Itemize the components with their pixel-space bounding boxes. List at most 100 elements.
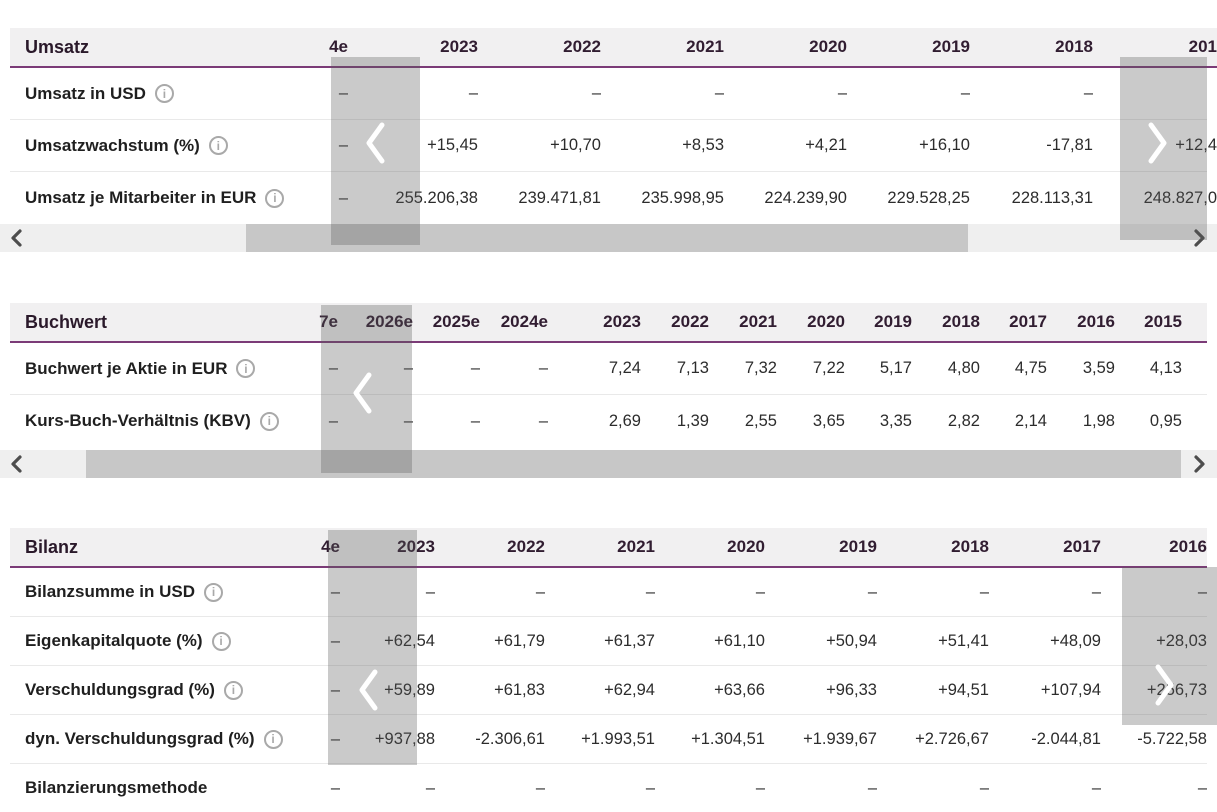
- year-header: 2022: [507, 537, 545, 556]
- year-header: 2021: [617, 537, 655, 556]
- value-cell: +10,70: [550, 136, 601, 154]
- value-cell: -5.722,58: [1137, 729, 1207, 748]
- value-cell: –: [645, 582, 655, 601]
- scroll-left-button[interactable]: [6, 450, 26, 478]
- table-bilanz: Bilanz 4e 2023 2022 2021 2020 2019 2018 2017 201…: [0, 528, 1217, 812]
- row-label-cell: dyn. Verschuldungsgrad (%) i: [10, 729, 312, 749]
- value-cell: +63,66: [714, 680, 765, 699]
- table-row: Umsatz in USD i – – – – – – –: [10, 68, 1207, 120]
- value-cell: –: [470, 359, 480, 377]
- year-header: 2018: [942, 312, 980, 331]
- value-cell: +94,51: [938, 680, 989, 699]
- value-cell: +16,10: [919, 136, 970, 154]
- scroll-left-button[interactable]: [6, 224, 26, 252]
- value-cell: +61,10: [714, 631, 765, 650]
- scroll-right-overlay[interactable]: [1122, 567, 1217, 725]
- value-cell: –: [338, 84, 348, 102]
- year-header: 2023: [397, 537, 435, 556]
- value-cell: –: [538, 411, 548, 430]
- year-header: 2018: [1055, 37, 1093, 56]
- value-cell: 7,13: [676, 359, 709, 377]
- info-icon[interactable]: i: [236, 359, 256, 378]
- value-cell: –: [330, 631, 340, 650]
- value-cell: –: [755, 778, 765, 797]
- value-cell: 0,95: [1149, 411, 1182, 430]
- value-cell: +2.726,67: [915, 729, 989, 748]
- value-cell: –: [330, 778, 340, 797]
- year-header: 4e: [321, 537, 340, 556]
- year-header: 2021: [739, 312, 777, 331]
- info-icon[interactable]: i: [259, 411, 279, 431]
- value-cell: 1,39: [676, 411, 709, 430]
- row-label-cell: Umsatzwachstum (%) i: [10, 136, 320, 156]
- info-icon[interactable]: i: [154, 84, 174, 103]
- value-cell: 4,75: [1014, 359, 1047, 377]
- value-cell: 2,69: [608, 411, 641, 430]
- value-cell: –: [714, 84, 724, 102]
- value-cell: +4,21: [805, 136, 847, 154]
- table-row: dyn. Verschuldungsgrad (%) i – +937,88 -2.30…: [10, 715, 1207, 764]
- value-cell: –: [535, 778, 545, 797]
- info-icon[interactable]: i: [263, 729, 283, 749]
- value-cell: +61,37: [604, 631, 655, 650]
- value-cell: +28,03: [1156, 631, 1207, 650]
- value-cell: +50,94: [826, 631, 877, 650]
- value-cell: –: [338, 188, 348, 207]
- value-cell: –: [538, 359, 548, 377]
- value-cell: 3,65: [812, 411, 845, 430]
- year-header: 2020: [807, 312, 845, 331]
- year-header: 2017: [1063, 537, 1101, 556]
- scroll-left-overlay[interactable]: [331, 57, 420, 245]
- info-icon[interactable]: i: [223, 680, 243, 700]
- value-cell: –: [338, 136, 348, 154]
- value-cell: –: [330, 680, 340, 699]
- horizontal-scrollbar[interactable]: [0, 224, 1217, 252]
- year-header: 2018: [951, 537, 989, 556]
- row-label-cell: Kurs-Buch-Verhältnis (KBV) i: [10, 411, 310, 431]
- scrollbar-thumb[interactable]: [86, 450, 1181, 478]
- table-title: Umsatz: [25, 36, 90, 57]
- info-icon[interactable]: i: [265, 188, 285, 208]
- value-cell: 224.239,90: [764, 188, 847, 207]
- scroll-right-button[interactable]: [1189, 224, 1209, 252]
- horizontal-scrollbar[interactable]: [0, 450, 1217, 478]
- scroll-right-button[interactable]: [1189, 450, 1209, 478]
- scrollbar-thumb[interactable]: [246, 224, 968, 252]
- value-cell: +8,53: [682, 136, 724, 154]
- year-header: 2024e: [500, 312, 548, 331]
- row-label-cell: Umsatz je Mitarbeiter in EUR i: [10, 188, 320, 208]
- scroll-right-overlay[interactable]: [1120, 57, 1207, 240]
- value-cell: +62,94: [604, 680, 655, 699]
- value-cell: –: [468, 84, 478, 102]
- row-label: dyn. Verschuldungsgrad (%): [25, 729, 255, 748]
- value-cell: –: [1197, 582, 1207, 601]
- scroll-left-overlay[interactable]: [328, 530, 417, 765]
- value-cell: +15,45: [427, 136, 478, 154]
- chevron-left-icon: [10, 455, 22, 473]
- row-label-cell: Verschuldungsgrad (%) i: [10, 680, 312, 700]
- table-buchwert: Buchwert 7e 2026e 2025e 2024e 2023 2022 2021 20…: [0, 303, 1217, 478]
- scroll-left-overlay[interactable]: [321, 305, 412, 473]
- chevron-right-icon: [1148, 122, 1167, 164]
- value-cell: +62,54: [384, 631, 435, 650]
- value-cell: 2,55: [744, 411, 777, 430]
- year-header: 2025e: [432, 312, 480, 331]
- year-header: 2023: [440, 37, 478, 56]
- value-cell: -2.044,81: [1031, 729, 1101, 748]
- value-cell: 4,80: [947, 359, 980, 377]
- info-icon[interactable]: i: [208, 136, 228, 155]
- row-label-cell: Eigenkapitalquote (%) i: [10, 631, 312, 651]
- value-cell: –: [755, 582, 765, 601]
- value-cell: –: [328, 359, 338, 377]
- value-cell: 7,24: [608, 359, 641, 377]
- value-cell: 2,82: [947, 411, 980, 430]
- table-row: Umsatz je Mitarbeiter in EUR i – 255.206,38…: [10, 172, 1217, 224]
- value-cell: –: [979, 778, 989, 797]
- table-row: Kurs-Buch-Verhältnis (KBV) i – – – – 2,69 1,39 2…: [10, 395, 1207, 447]
- value-cell: –: [837, 84, 847, 102]
- value-cell: 5,17: [879, 359, 912, 377]
- info-icon[interactable]: i: [204, 582, 224, 602]
- info-icon[interactable]: i: [211, 631, 231, 651]
- table-row: Verschuldungsgrad (%) i – +59,89 +61,83 +62,9…: [10, 666, 1207, 715]
- year-header: 2026e: [365, 312, 413, 331]
